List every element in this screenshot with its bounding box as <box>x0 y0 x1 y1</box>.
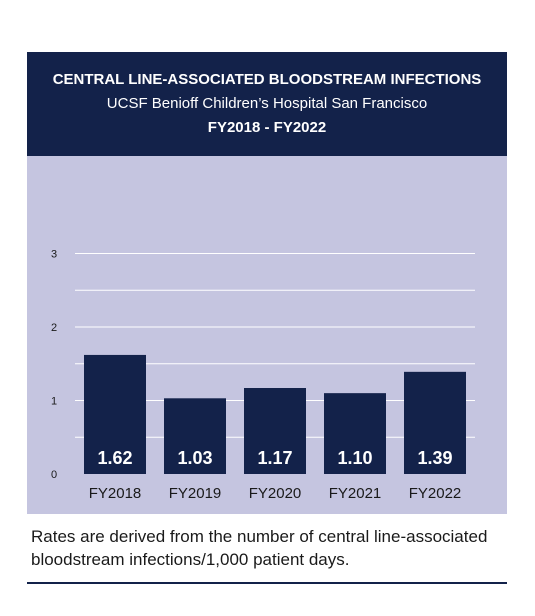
bar-value-label: 1.39 <box>417 448 452 468</box>
bar-value-label: 1.10 <box>337 448 372 468</box>
bar <box>84 354 146 474</box>
bar-chart: 0 1 2 3 1.62 FY2018 1.03 FY2019 1.17 FY2020 1.10 FY… <box>51 249 475 502</box>
bottom-divider <box>27 582 507 584</box>
bar-value-label: 1.17 <box>257 448 292 468</box>
x-tick-label: FY2018 <box>89 485 142 502</box>
bar-value-label: 1.03 <box>177 448 212 468</box>
y-tick-label: 3 <box>51 249 57 261</box>
bar-value-label: 1.62 <box>97 448 132 468</box>
chart-header: CENTRAL LINE-ASSOCIATED BLOODSTREAM INFE… <box>27 52 507 156</box>
x-tick-label: FY2022 <box>409 485 462 502</box>
bar <box>404 371 466 474</box>
y-tick-label: 2 <box>51 322 57 334</box>
footnote: Rates are derived from the number of cen… <box>31 527 488 569</box>
x-tick-label: FY2020 <box>249 485 302 502</box>
bar <box>164 398 226 474</box>
bar <box>244 388 306 474</box>
y-tick-label: 1 <box>51 396 57 408</box>
chart-date-range: FY2018 - FY2022 <box>207 119 327 136</box>
bar <box>324 393 386 474</box>
x-tick-label: FY2019 <box>169 485 222 502</box>
chart-plot-area: 0 1 2 3 1.62 FY2018 1.03 FY2019 1.17 FY2020 1.10 FY… <box>27 156 507 514</box>
chart-title: CENTRAL LINE-ASSOCIATED BLOODSTREAM INFE… <box>52 71 482 88</box>
chart-subtitle: UCSF Benioff Children’s Hospital San Fra… <box>106 95 428 112</box>
x-tick-label: FY2021 <box>329 485 382 502</box>
y-tick-label: 0 <box>51 469 57 481</box>
